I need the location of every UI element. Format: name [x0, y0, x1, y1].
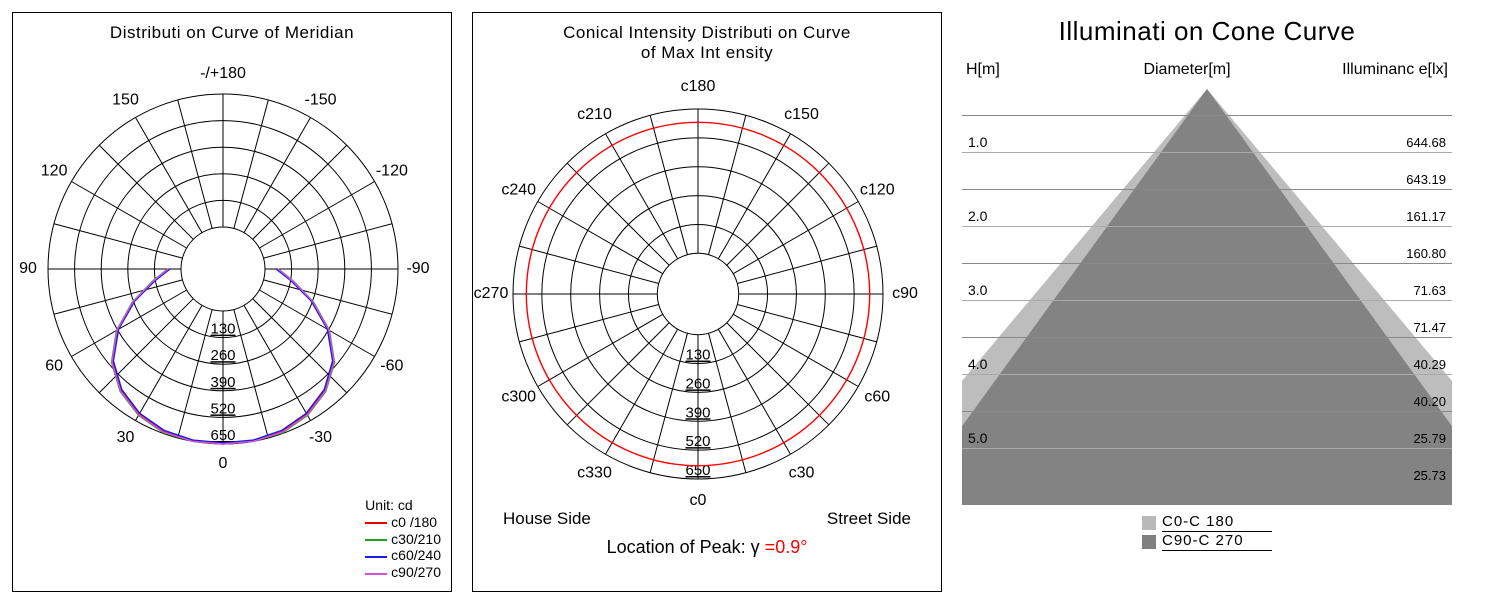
- svg-text:150: 150: [112, 91, 139, 108]
- svg-text:60: 60: [45, 358, 63, 375]
- header-d: Diameter[m]: [1056, 61, 1318, 79]
- cone-triangles: [962, 85, 1452, 505]
- conical-panel: Conical Intensity Distributi on Curve of…: [472, 12, 942, 592]
- svg-text:c150: c150: [784, 106, 819, 123]
- svg-text:30: 30: [117, 429, 135, 446]
- svg-text:390: 390: [685, 404, 710, 421]
- cone-legend: C0-C 180C90-C 270: [962, 513, 1452, 551]
- conical-side-labels: House Side Street Side: [473, 509, 941, 529]
- svg-text:520: 520: [210, 400, 235, 417]
- svg-text:650: 650: [685, 462, 710, 479]
- svg-text:c330: c330: [577, 464, 612, 481]
- cone-legend-item: C90-C 270: [962, 532, 1452, 551]
- svg-text:-30: -30: [309, 429, 332, 446]
- svg-text:0: 0: [219, 455, 228, 472]
- svg-text:520: 520: [685, 433, 710, 450]
- svg-text:c120: c120: [860, 182, 895, 199]
- conical-title: Conical Intensity Distributi on Curve of…: [477, 23, 937, 63]
- svg-text:-120: -120: [376, 163, 408, 180]
- svg-text:90: 90: [19, 260, 37, 277]
- cone-header: H[m] Diameter[m] Illuminanc e[lx]: [962, 61, 1452, 79]
- svg-text:-90: -90: [406, 260, 429, 277]
- legend-item: c60/240: [365, 547, 441, 564]
- svg-text:c240: c240: [501, 182, 536, 199]
- legend-item: c90/270: [365, 564, 441, 581]
- svg-text:c90: c90: [892, 285, 918, 302]
- unit-label: Unit: cd: [365, 497, 441, 514]
- header-i: Illuminanc e[lx]: [1318, 61, 1448, 79]
- svg-text:-60: -60: [380, 358, 403, 375]
- meridian-title: Distributi on Curve of Meridian: [17, 23, 447, 43]
- meridian-chart: 0 30 -30 60 -60 90 -90 120 -120 150 -150 -/+180 130 2…: [13, 49, 433, 479]
- svg-text:-/+180: -/+180: [200, 65, 246, 82]
- cone-panel: Illuminati on Cone Curve H[m] Diameter[m…: [962, 12, 1452, 592]
- svg-text:-150: -150: [304, 91, 336, 108]
- cone-legend-item: C0-C 180: [962, 513, 1452, 532]
- svg-text:c270: c270: [474, 285, 509, 302]
- svg-text:130: 130: [210, 321, 235, 338]
- meridian-legend: Unit: cd c0 /180c30/210c60/240c90/270: [365, 497, 441, 581]
- peak-location: Location of Peak: γ =0.9°: [473, 537, 941, 558]
- svg-text:260: 260: [685, 375, 710, 392]
- legend-item: c30/210: [365, 531, 441, 548]
- svg-text:130: 130: [685, 347, 710, 364]
- svg-text:c30: c30: [789, 464, 815, 481]
- svg-text:c300: c300: [501, 389, 536, 406]
- cone-title: Illuminati on Cone Curve: [962, 16, 1452, 47]
- conical-chart: c0 c30 c60 c90 c120 c150 c180 c210 c240 c270 c300 c…: [473, 69, 923, 509]
- svg-text:c210: c210: [577, 106, 612, 123]
- meridian-panel: Distributi on Curve of Meridian 0 30 -30 60…: [12, 12, 452, 592]
- svg-text:c60: c60: [864, 389, 890, 406]
- svg-text:c180: c180: [681, 78, 716, 95]
- svg-text:c0: c0: [690, 492, 707, 509]
- cone-plot: 1.0644.68643.192.0161.17160.803.071.6371…: [962, 85, 1452, 505]
- legend-item: c0 /180: [365, 514, 441, 531]
- svg-text:120: 120: [41, 163, 68, 180]
- street-side-label: Street Side: [827, 509, 911, 529]
- svg-text:260: 260: [210, 347, 235, 364]
- header-h: H[m]: [966, 61, 1056, 79]
- house-side-label: House Side: [503, 509, 591, 529]
- svg-text:390: 390: [210, 374, 235, 391]
